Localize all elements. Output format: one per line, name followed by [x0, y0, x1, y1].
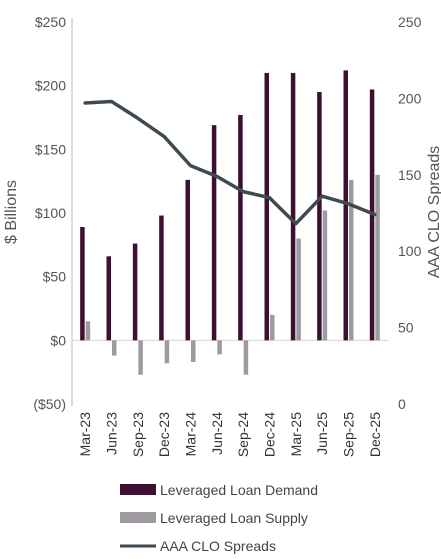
left-axis-ticks: $250 $200 $150 $100 $50 $0 ($50) [33, 14, 66, 412]
supply-bar [243, 340, 249, 375]
left-tick-label: $50 [43, 269, 67, 285]
supply-bar [191, 340, 196, 362]
left-tick-label: $0 [50, 332, 66, 348]
x-axis-ticks: Mar-23 Jun-23 Sep-23 Dec-23 Mar-24 Jun-24 Sep-… [77, 412, 383, 457]
right-axis-title: AAA CLO Spreads [426, 146, 441, 279]
demand-bar [159, 215, 164, 341]
right-tick-label: 150 [398, 167, 422, 183]
supply-bar [322, 210, 328, 341]
left-tick-label: ($50) [33, 396, 66, 412]
x-tick-label: Dec-24 [262, 412, 278, 457]
demand-bar [106, 256, 111, 341]
right-tick-label: 200 [398, 90, 422, 106]
left-axis-title: $ Billions [3, 180, 20, 244]
bar-series [80, 70, 380, 375]
x-tick-label: Dec-23 [156, 412, 172, 457]
demand-bar [185, 179, 190, 341]
supply-bar [164, 340, 170, 364]
demand-bar [80, 227, 85, 341]
x-tick-label: Mar-24 [183, 412, 199, 457]
left-tick-label: $150 [35, 141, 66, 157]
demand-bar [132, 243, 138, 341]
x-tick-label: Jun-24 [209, 412, 225, 455]
legend-swatch-demand [120, 484, 156, 495]
x-tick-label: Mar-25 [288, 412, 304, 457]
demand-bar [264, 72, 269, 341]
demand-bar [343, 70, 348, 341]
line-series [83, 99, 377, 226]
right-axis-ticks: 250 200 150 100 50 0 [398, 14, 422, 412]
demand-bar [317, 92, 322, 341]
legend-label-supply: Leveraged Loan Supply [160, 510, 308, 526]
left-tick-label: $200 [35, 78, 66, 94]
supply-bar [217, 340, 222, 355]
x-tick-label: Dec-25 [367, 412, 383, 457]
supply-bar [375, 174, 380, 341]
x-tick-label: Sep-23 [130, 412, 146, 457]
demand-bar [290, 72, 296, 341]
x-tick-label: Sep-24 [235, 412, 251, 457]
spreads-line [83, 99, 377, 226]
supply-bar [349, 179, 354, 341]
right-tick-label: 0 [398, 396, 406, 412]
x-tick-label: Jun-23 [104, 412, 120, 455]
x-tick-label: Sep-25 [341, 412, 357, 457]
axis-lines [71, 18, 388, 406]
supply-bar [85, 321, 91, 341]
legend: Leveraged Loan Demand Leveraged Loan Sup… [120, 482, 318, 554]
supply-bar [112, 340, 117, 356]
demand-bar [211, 125, 217, 341]
demand-bar [238, 114, 243, 341]
right-tick-label: 250 [398, 14, 422, 30]
left-tick-label: $250 [35, 14, 66, 30]
x-tick-label: Jun-25 [314, 412, 330, 455]
right-tick-label: 50 [398, 320, 414, 336]
right-tick-label: 100 [398, 243, 422, 259]
legend-label-spreads: AAA CLO Spreads [160, 538, 276, 554]
legend-label-demand: Leveraged Loan Demand [160, 482, 318, 498]
x-tick-label: Mar-23 [77, 412, 93, 457]
supply-bar [270, 314, 275, 341]
supply-bar [138, 340, 143, 375]
left-tick-label: $100 [35, 205, 66, 221]
legend-swatch-supply [120, 512, 156, 523]
supply-bar [296, 238, 301, 341]
